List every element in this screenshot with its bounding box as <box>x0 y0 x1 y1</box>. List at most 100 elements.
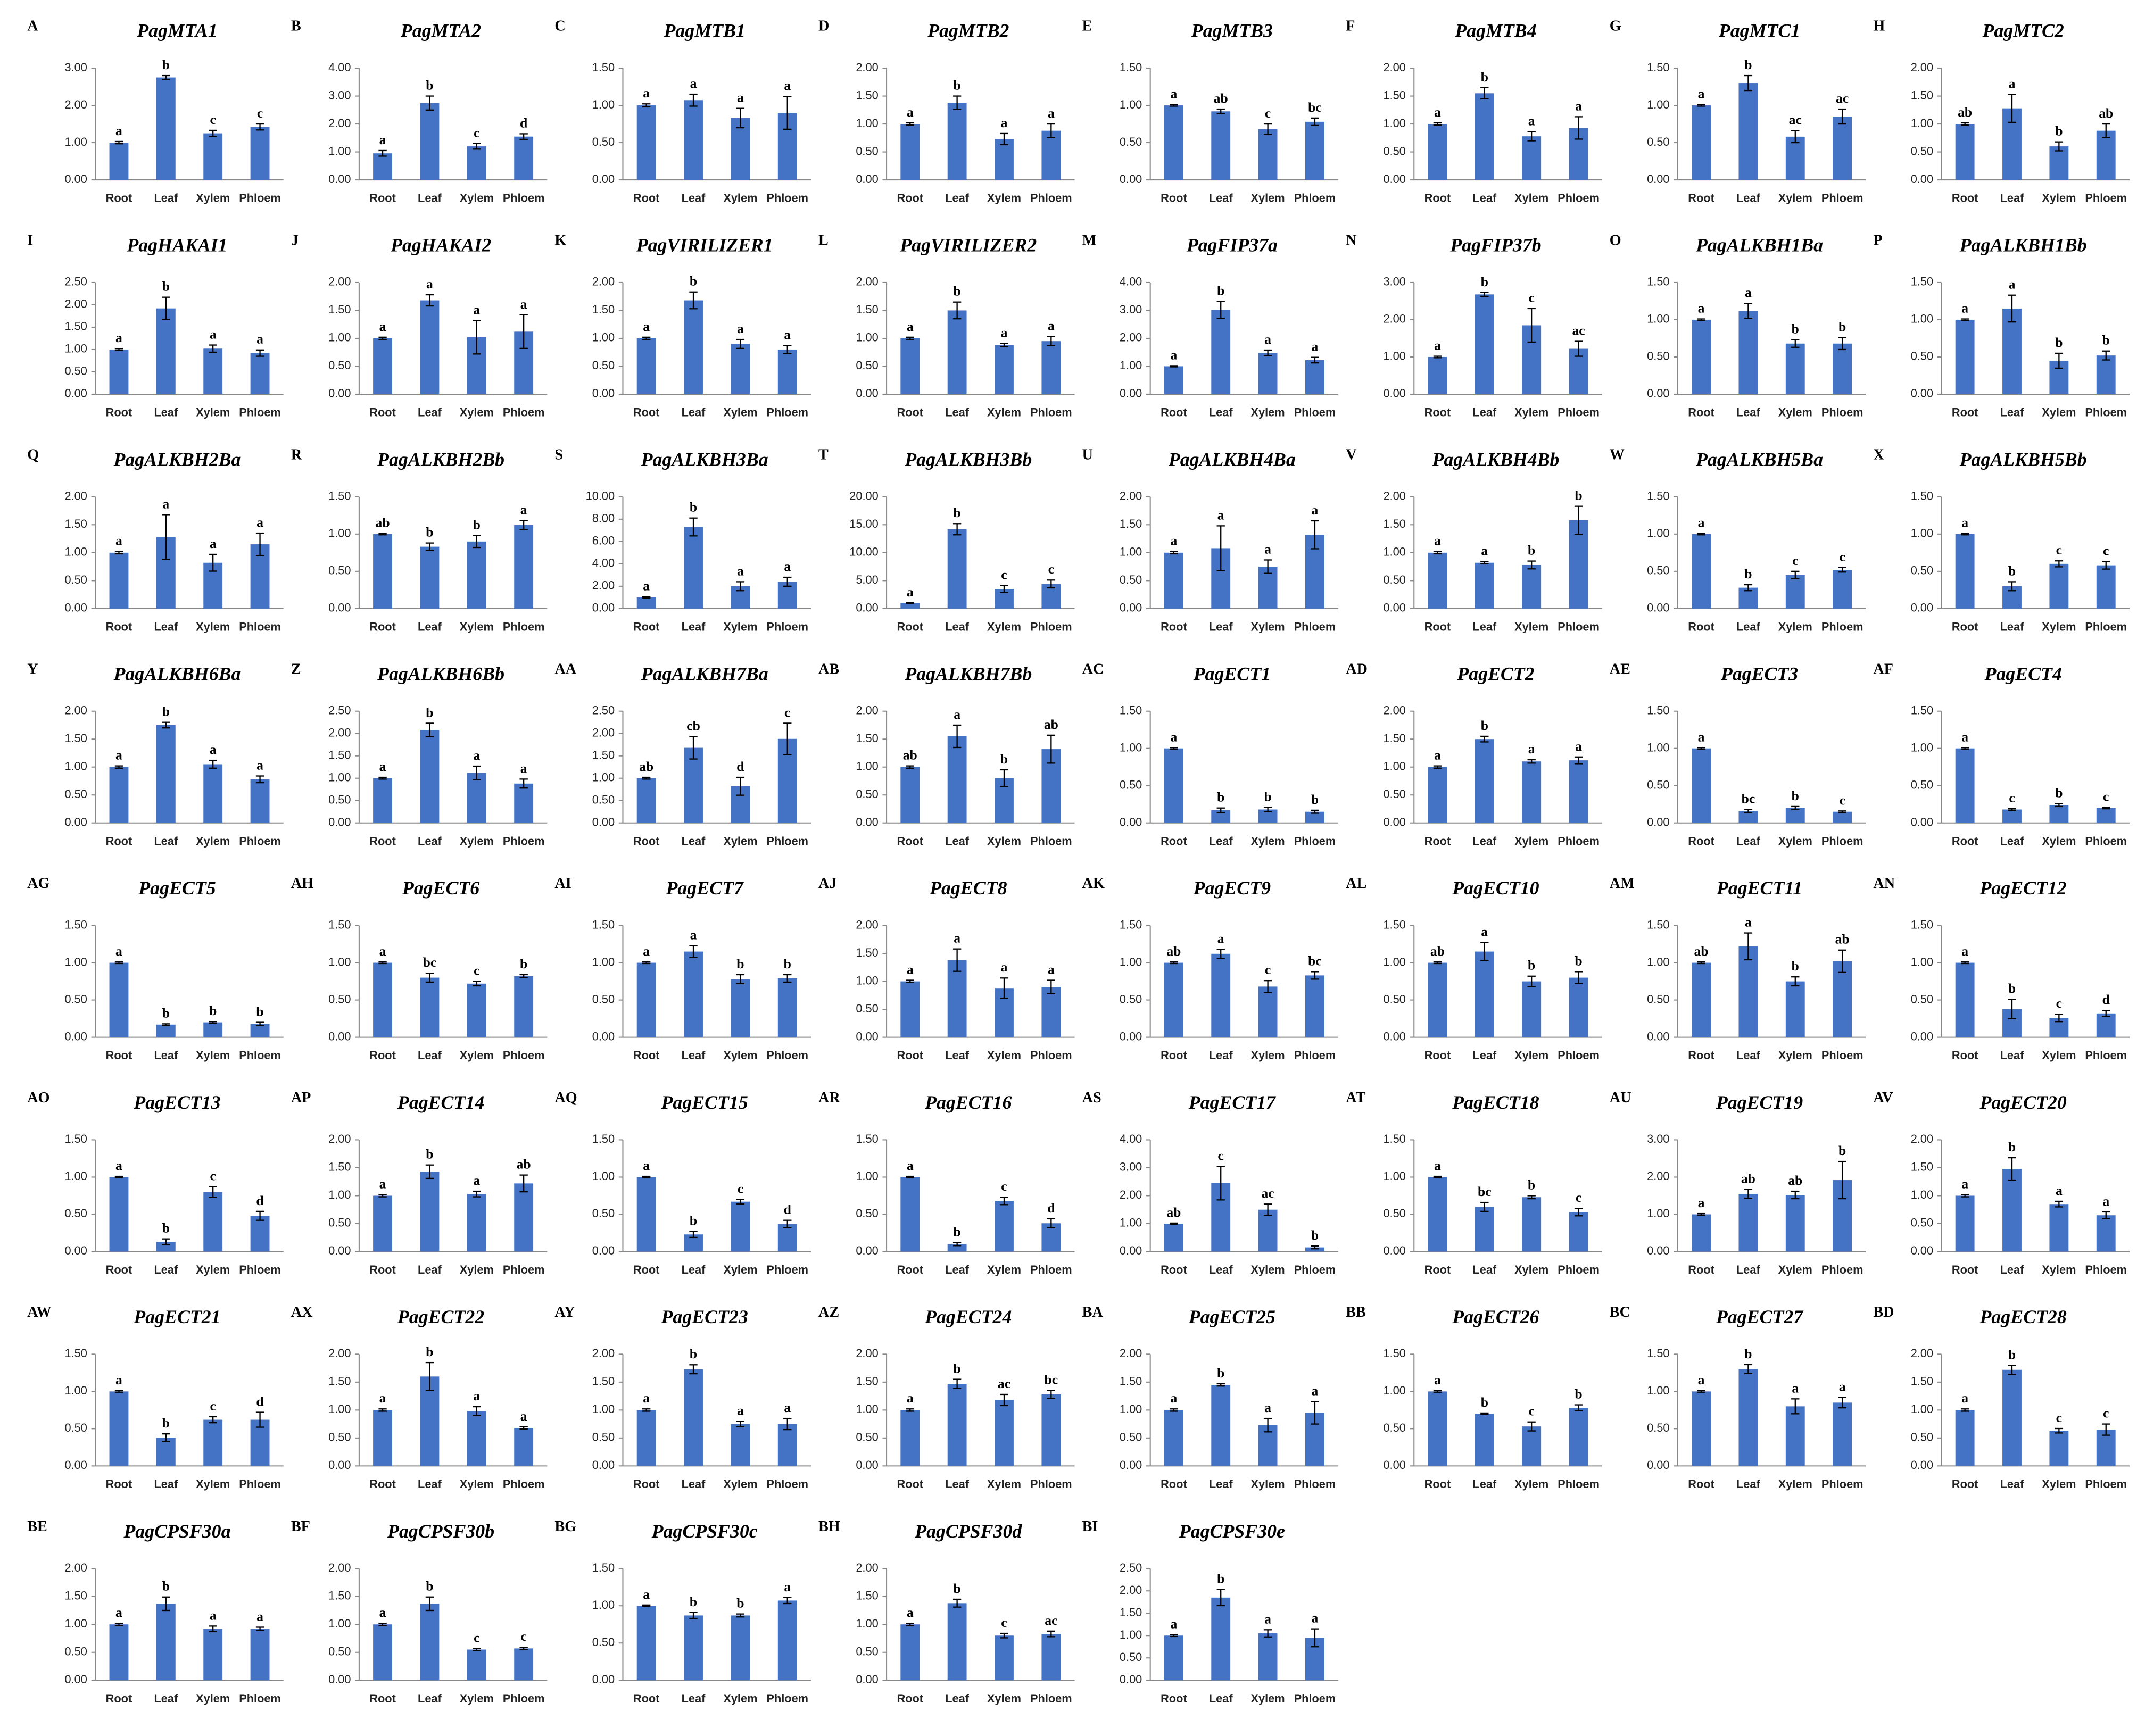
bar <box>947 960 967 1037</box>
y-tick-label: 2.00 <box>328 117 351 130</box>
bar <box>684 747 703 823</box>
y-tick-label: 1.00 <box>65 1169 87 1183</box>
bar <box>2096 808 2116 823</box>
y-tick-label: 0.50 <box>1384 787 1406 801</box>
bar <box>684 1615 703 1681</box>
y-tick-label: 0.00 <box>1120 387 1142 400</box>
x-tick-label: Root <box>1424 834 1451 848</box>
bar <box>420 103 440 180</box>
significance-letter: bc <box>423 954 437 970</box>
x-tick-label: Phloem <box>2085 620 2127 633</box>
panel-title: PagCPSF30d <box>914 1521 1022 1542</box>
significance-letter: c <box>1265 962 1271 977</box>
bar <box>203 1629 223 1681</box>
panel-label: I <box>27 232 33 249</box>
bar <box>1428 356 1447 394</box>
bar <box>109 143 129 180</box>
x-tick-label: Xylem <box>1514 406 1548 419</box>
y-tick-label: 1.00 <box>1647 955 1669 968</box>
panel-title: PagECT1 <box>1193 663 1271 684</box>
panel-label: AG <box>27 875 49 892</box>
y-tick-label: 0.50 <box>1647 350 1669 363</box>
x-tick-label: Xylem <box>1778 192 1812 205</box>
significance-letter: b <box>953 1224 960 1240</box>
significance-letter: a <box>643 943 650 959</box>
y-tick-label: 1.00 <box>65 135 87 148</box>
y-tick-label: 1.00 <box>856 974 878 987</box>
significance-letter: a <box>1001 959 1008 975</box>
y-tick-label: 1.50 <box>1911 703 1933 717</box>
significance-letter: a <box>426 276 433 292</box>
significance-letter: b <box>1481 69 1488 85</box>
x-tick-label: Phloem <box>503 620 545 633</box>
panel-title: PagECT24 <box>924 1306 1012 1327</box>
y-tick-label: 1.50 <box>592 1561 615 1574</box>
bar <box>636 778 656 823</box>
bar <box>514 525 534 609</box>
x-tick-label: Leaf <box>418 1049 442 1062</box>
bar <box>250 1216 270 1252</box>
x-tick-label: Phloem <box>1558 1049 1600 1062</box>
x-tick-label: Leaf <box>418 620 442 633</box>
significance-letter: ab <box>1166 1205 1181 1220</box>
significance-letter: b <box>162 1579 170 1594</box>
panel-title: PagMTB4 <box>1454 20 1536 41</box>
panel-title: PagECT11 <box>1716 877 1802 899</box>
panel-label: L <box>818 232 829 249</box>
bar <box>2096 130 2116 180</box>
significance-letter: b <box>162 1005 170 1020</box>
panel-title: PagECT8 <box>929 877 1007 899</box>
bar <box>947 103 967 180</box>
x-tick-label: Root <box>633 620 660 633</box>
x-tick-label: Root <box>106 192 132 205</box>
significance-letter: b <box>953 284 960 299</box>
panel-title: PagCPSF30c <box>651 1521 758 1542</box>
x-tick-label: Xylem <box>723 406 757 419</box>
y-tick-label: 1.50 <box>65 1132 87 1145</box>
x-tick-label: Leaf <box>154 1263 178 1276</box>
x-tick-label: Root <box>897 620 923 633</box>
panel-title: PagALKBH2Ba <box>113 448 241 470</box>
panel-title: PagALKBH6Ba <box>113 663 241 684</box>
x-tick-label: Phloem <box>239 1692 281 1705</box>
y-tick-label: 0.50 <box>1911 992 1933 1006</box>
x-tick-label: Leaf <box>154 1692 178 1705</box>
bar <box>1211 111 1231 180</box>
y-tick-label: 1.50 <box>592 1132 615 1145</box>
panel-title: PagCPSF30e <box>1179 1521 1285 1542</box>
bar <box>1305 121 1324 180</box>
bar <box>156 77 176 180</box>
x-tick-label: Xylem <box>460 1049 494 1062</box>
x-tick-label: Xylem <box>2042 406 2076 419</box>
y-tick-label: 1.50 <box>1120 1375 1142 1388</box>
significance-letter: a <box>210 326 217 342</box>
x-tick-label: Leaf <box>154 620 178 633</box>
significance-letter: ab <box>1430 943 1445 959</box>
bar <box>636 962 656 1037</box>
significance-letter: a <box>1217 931 1224 946</box>
y-tick-label: 2.00 <box>856 703 878 717</box>
bar <box>900 981 920 1037</box>
y-tick-label: 1.00 <box>1384 545 1406 559</box>
significance-letter: ab <box>1835 932 1850 947</box>
bar <box>947 1244 967 1252</box>
y-tick-label: 15.00 <box>849 517 878 530</box>
significance-letter: b <box>1217 790 1224 805</box>
significance-letter: ac <box>1572 322 1585 338</box>
bar <box>1833 343 1852 394</box>
x-tick-label: Phloem <box>503 1263 545 1276</box>
y-tick-label: 0.00 <box>65 601 87 614</box>
significance-letter: a <box>907 1158 914 1173</box>
significance-letter: a <box>1170 86 1177 102</box>
x-tick-label: Root <box>897 192 923 205</box>
y-tick-label: 0.00 <box>1120 815 1142 828</box>
y-tick-label: 1.50 <box>1384 1347 1406 1360</box>
y-tick-label: 1.50 <box>1647 489 1669 503</box>
x-tick-label: Phloem <box>1294 834 1336 848</box>
y-tick-label: 0.50 <box>1911 778 1933 791</box>
y-tick-label: 1.00 <box>856 117 878 130</box>
x-tick-label: Phloem <box>1558 192 1600 205</box>
y-tick-label: 1.50 <box>1384 1132 1406 1145</box>
bar <box>514 1183 534 1252</box>
x-tick-label: Phloem <box>239 1049 281 1062</box>
